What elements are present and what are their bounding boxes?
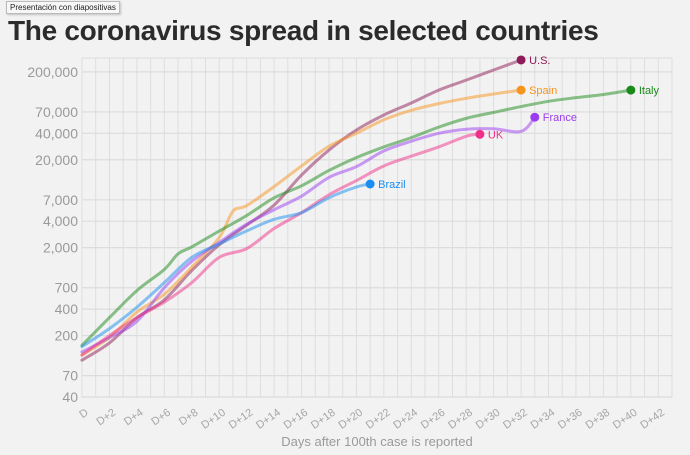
series-label-uk: UK <box>488 129 504 141</box>
series-line-france <box>80 115 537 354</box>
y-tick-label: 70,000 <box>35 104 78 120</box>
x-tick-label: D+32 <box>501 407 530 432</box>
y-tick-label: 70 <box>62 368 78 384</box>
y-tick-label: 20,000 <box>35 152 78 168</box>
tooltip: Presentación con diapositivas <box>6 1 120 14</box>
x-tick-label: D+34 <box>529 407 558 432</box>
x-tick-label: D+22 <box>364 407 393 432</box>
series-line-uk <box>80 132 482 357</box>
series-line-italy <box>80 88 633 347</box>
chart-title: The coronavirus spread in selected count… <box>8 15 599 46</box>
x-tick-label: D+12 <box>227 407 256 432</box>
end-marker-spain <box>516 85 526 95</box>
x-tick-label: D+8 <box>177 407 201 429</box>
x-tick-label: D <box>77 407 90 421</box>
x-tick-label: D+42 <box>638 407 667 432</box>
series-label-us: U.S. <box>529 55 550 67</box>
y-tick-label: 400 <box>55 301 79 317</box>
x-tick-label: D+28 <box>446 407 475 432</box>
y-tick-label: 40 <box>62 389 78 405</box>
series-lines <box>80 58 633 362</box>
x-tick-label: D+36 <box>556 407 585 432</box>
x-tick-label: D+14 <box>254 407 283 432</box>
end-marker-italy <box>626 85 636 95</box>
x-tick-label: D+10 <box>199 407 228 432</box>
x-tick-label: D+40 <box>611 407 640 432</box>
series-line-spain <box>80 88 523 357</box>
end-marker-france <box>530 112 540 122</box>
grid <box>81 57 673 398</box>
x-axis-label: Days after 100th case is reported <box>281 434 473 449</box>
y-tick-label: 200,000 <box>27 64 78 80</box>
x-tick-label: D+20 <box>336 407 365 432</box>
plot-area <box>81 57 673 398</box>
end-marker-uk <box>475 129 485 139</box>
y-tick-label: 4,000 <box>43 213 78 229</box>
series-line-brazil <box>80 182 372 349</box>
series-label-italy: Italy <box>639 85 660 97</box>
x-tick-label: D+16 <box>282 407 311 432</box>
x-tick-label: D+26 <box>419 407 448 432</box>
end-marker-us <box>516 55 526 65</box>
x-tick-label: D+2 <box>94 407 118 429</box>
series-end-markers: U.S. Spain Italy France UK Brazil <box>365 55 660 191</box>
series-label-spain: Spain <box>529 85 557 97</box>
x-tick-label: D+6 <box>149 407 173 429</box>
y-tick-label: 2,000 <box>43 240 78 256</box>
x-tick-label: D+4 <box>122 407 146 429</box>
x-tick-label: D+38 <box>583 407 612 432</box>
end-marker-brazil <box>365 179 375 189</box>
series-label-brazil: Brazil <box>378 179 406 191</box>
x-tick-label: D+24 <box>391 407 420 432</box>
y-tick-label: 7,000 <box>43 192 78 208</box>
x-tick-label: D+30 <box>474 407 503 432</box>
y-tick-label: 40,000 <box>35 125 78 141</box>
series-label-france: France <box>543 112 577 124</box>
x-tick-label: D+18 <box>309 407 338 432</box>
y-tick-label: 200 <box>55 328 79 344</box>
y-tick-label: 700 <box>55 280 79 296</box>
